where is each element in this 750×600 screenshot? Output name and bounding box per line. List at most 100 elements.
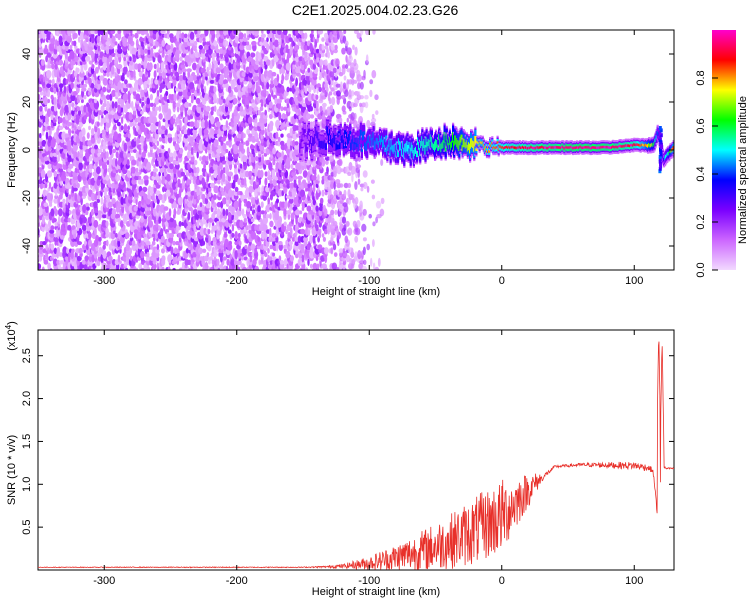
spectrogram-noise-cell: [219, 73, 224, 83]
spectrogram-noise-cell: [243, 133, 246, 139]
spectrogram-noise-cell: [243, 177, 247, 187]
spectrogram-noise-cell: [98, 236, 102, 242]
spectrogram-noise-cell: [43, 90, 46, 96]
spectrogram-noise-cell: [105, 41, 111, 46]
spectrogram-noise-cell: [225, 208, 229, 216]
spectrogram-noise-cell: [213, 256, 217, 261]
spectrogram-noise-cell: [78, 162, 83, 171]
spectrogram-noise-cell: [246, 30, 250, 36]
spectrogram-noise-cell: [239, 219, 244, 228]
spectrogram-noise-cell: [140, 89, 146, 98]
spectrogram-noise-cell: [362, 170, 368, 178]
spectrogram-noise-cell: [240, 256, 244, 261]
spectrogram-noise-cell: [263, 152, 268, 157]
spectrogram-noise-cell: [255, 162, 259, 170]
spectrogram-noise-cell: [328, 91, 333, 96]
spectrogram-noise-cell: [44, 105, 48, 112]
spectrogram-noise-cell: [233, 259, 238, 266]
spectrogram-noise-cell: [351, 173, 354, 183]
spectrogram-noise-cell: [339, 191, 342, 196]
spectrogram-noise-cell: [329, 217, 335, 223]
spectrogram-noise-cell: [147, 78, 150, 85]
spectrogram-noise-cell: [344, 89, 349, 97]
spectrogram-noise-cell: [135, 167, 139, 173]
spectrogram-noise-cell: [74, 192, 78, 202]
spectrogram-noise-cell: [217, 145, 221, 150]
spectrogram-noise-cell: [195, 97, 201, 105]
spectrogram-noise-cell: [322, 113, 326, 120]
spectrogram-noise-cell: [210, 115, 215, 125]
spectrogram-noise-cell: [205, 105, 211, 112]
spectrogram-noise-cell: [68, 210, 72, 215]
spectrogram-noise-cell: [132, 90, 137, 96]
spectrogram-noise-cell: [275, 131, 279, 140]
spectrogram-noise-cell: [372, 30, 376, 35]
spectrogram-noise-cell: [355, 164, 362, 169]
spectrogram-noise-cell: [309, 185, 313, 193]
spectrogram-noise-cell: [353, 119, 358, 129]
spectrogram-noise-cell: [212, 236, 218, 242]
spectrogram-noise-cell: [183, 33, 188, 38]
spectrogram-noise-cell: [105, 45, 110, 50]
spectrogram-noise-cell: [174, 159, 180, 166]
spectrogram-noise-cell: [309, 235, 314, 244]
spectrogram-noise-cell: [354, 196, 359, 205]
spectrogram-noise-cell: [116, 175, 121, 181]
spectrogram-noise-cell: [225, 120, 229, 129]
spectrogram-noise-cell: [38, 67, 40, 73]
spectrogram-noise-cell: [102, 148, 106, 154]
spectrogram-noise-cell: [62, 246, 68, 256]
spectrogram-noise-cell: [350, 165, 356, 175]
spectrogram-noise-cell: [364, 94, 369, 100]
spectrogram-noise-cell: [323, 267, 329, 270]
spectrogram-noise-cell: [82, 135, 86, 143]
spectrogram-noise-cell: [281, 73, 285, 83]
spectrogram-noise-cell: [140, 250, 145, 259]
spectrogram-noise-cell: [139, 98, 142, 104]
spectrogram-noise-cell: [88, 125, 91, 131]
spectrogram-noise-cell: [354, 181, 358, 190]
spectrogram-noise-cell: [348, 89, 352, 98]
spectrogram-noise-cell: [164, 119, 169, 129]
spectrogram-noise-cell: [69, 44, 73, 50]
spectrogram-noise-cell: [234, 35, 239, 44]
spectrogram-noise-cell: [203, 128, 209, 136]
spectrogram-noise-cell: [202, 248, 207, 253]
spectrogram-noise-cell: [375, 110, 379, 115]
spectrogram-noise-cell: [209, 79, 215, 84]
spectrogram-noise-cell: [163, 206, 169, 211]
spectrogram-noise-cell: [222, 197, 227, 205]
spectrogram-noise-cell: [213, 40, 218, 47]
spectrogram-noise-cell: [277, 83, 282, 88]
spectrogram-noise-cell: [152, 168, 159, 173]
spectrogram-noise-cell: [130, 166, 136, 174]
spectrogram-noise-cell: [341, 216, 347, 224]
spectrogram-noise-cell: [354, 46, 358, 56]
spectrogram-noise-cell: [345, 220, 350, 227]
spectrogram-noise-cell: [216, 97, 220, 105]
spectrogram-noise-cell: [213, 86, 217, 93]
spectrogram-noise-cell: [269, 132, 273, 140]
spectrogram-noise-cell: [301, 254, 305, 263]
spectrogram-noise-cell: [41, 266, 45, 270]
spectrogram-noise-cell: [347, 227, 353, 236]
spectrogram-noise-cell: [86, 206, 90, 211]
spectrogram-noise-cell: [265, 214, 270, 219]
spectrogram-noise-cell: [92, 98, 95, 104]
spectrogram-noise-cell: [290, 163, 294, 169]
spectrogram-noise-cell: [334, 44, 338, 50]
spectrogram-noise-cell: [228, 188, 233, 198]
spectrogram-noise-cell: [199, 202, 203, 208]
spectrogram-noise-cell: [281, 190, 285, 197]
spectrogram-noise-cell: [166, 173, 171, 182]
spectrogram-noise-cell: [278, 216, 282, 225]
spectrogram-noise-cell: [158, 137, 162, 142]
spectrogram-noise-cell: [344, 40, 349, 47]
spectrogram-noise-cell: [162, 171, 165, 177]
spectrogram-noise-cell: [216, 121, 221, 127]
spectrogram-noise-cell: [327, 51, 330, 59]
spectrogram-noise-cell: [179, 105, 184, 113]
spectrogram-noise-cell: [354, 112, 357, 120]
spectrogram-noise-cell: [161, 248, 165, 254]
spectrogram-noise-cell: [285, 44, 289, 51]
